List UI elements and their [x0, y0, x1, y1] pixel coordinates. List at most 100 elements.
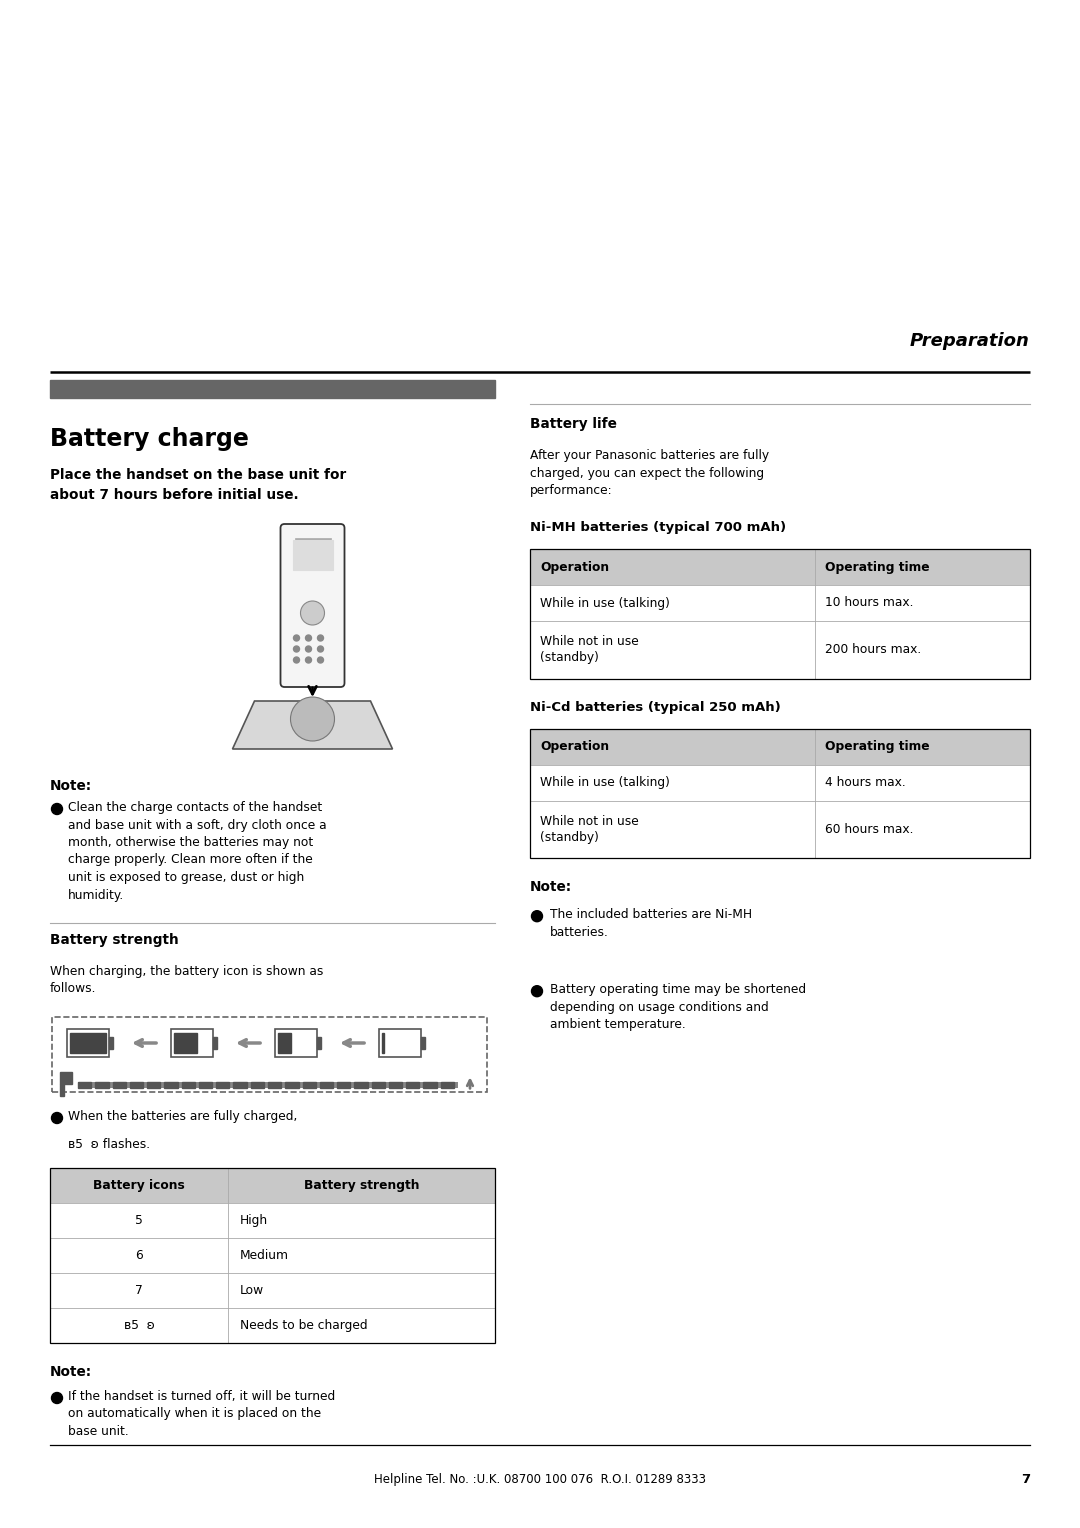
Text: 10 hours max.: 10 hours max. [825, 596, 914, 610]
Text: High: High [240, 1215, 268, 1227]
Bar [302, 1082, 315, 1088]
Bar [382, 1033, 383, 1053]
Text: After your Panasonic batteries are fully
charged, you can expect the following
p: After your Panasonic batteries are fully… [530, 449, 769, 497]
Bar [406, 1082, 419, 1088]
Bar [199, 1082, 212, 1088]
Bar [50, 380, 495, 397]
Text: Helpline Tel. No. :U.K. 08700 100 076  R.O.I. 01289 8333: Helpline Tel. No. :U.K. 08700 100 076 R.… [374, 1473, 706, 1487]
Bar [251, 1082, 264, 1088]
Bar [285, 1082, 298, 1088]
Text: Note:: Note: [530, 880, 572, 894]
Circle shape [318, 646, 324, 652]
FancyBboxPatch shape [281, 524, 345, 688]
Bar [164, 1082, 177, 1088]
Text: Battery operating time may be shortened
depending on usage conditions and
ambien: Battery operating time may be shortened … [550, 983, 806, 1031]
Text: While in use (talking): While in use (talking) [540, 596, 670, 610]
Circle shape [294, 646, 299, 652]
Bar [379, 1028, 421, 1057]
Text: Battery life: Battery life [530, 417, 617, 431]
Bar [372, 1082, 384, 1088]
Circle shape [318, 657, 324, 663]
Text: 5: 5 [135, 1215, 143, 1227]
Text: Note:: Note: [50, 779, 92, 793]
Text: Low: Low [240, 1284, 265, 1297]
Text: 4 hours max.: 4 hours max. [825, 776, 906, 788]
Bar [530, 549, 1030, 585]
Circle shape [318, 636, 324, 642]
Text: Operating time: Operating time [825, 561, 930, 573]
Circle shape [294, 636, 299, 642]
Bar [389, 1082, 402, 1088]
Bar [318, 1038, 321, 1048]
Circle shape [531, 911, 542, 921]
Circle shape [52, 804, 63, 814]
Text: 7: 7 [1021, 1473, 1030, 1487]
Circle shape [531, 986, 542, 996]
Bar [293, 539, 333, 570]
Circle shape [52, 1392, 63, 1404]
Circle shape [300, 601, 324, 625]
Bar [530, 729, 1030, 764]
Bar [95, 1082, 109, 1088]
Circle shape [294, 657, 299, 663]
Text: Battery strength: Battery strength [50, 934, 179, 947]
Circle shape [52, 1112, 63, 1123]
Bar [337, 1082, 350, 1088]
Bar [70, 1033, 106, 1053]
Text: Clean the charge contacts of the handset
and base unit with a soft, dry cloth on: Clean the charge contacts of the handset… [68, 801, 326, 902]
Text: Medium: Medium [240, 1248, 289, 1262]
Text: Ni-MH batteries (typical 700 mAh): Ni-MH batteries (typical 700 mAh) [530, 521, 786, 533]
Text: When the batteries are fully charged,: When the batteries are fully charged, [68, 1109, 297, 1123]
Bar [67, 1028, 109, 1057]
Bar [530, 729, 1030, 859]
Bar [50, 1167, 495, 1203]
Bar [130, 1082, 144, 1088]
Bar [109, 1038, 113, 1048]
Bar [278, 1033, 291, 1053]
Bar [268, 1082, 281, 1088]
Bar [295, 538, 330, 549]
Circle shape [306, 657, 311, 663]
Text: ʙ5  ʚ: ʙ5 ʚ [123, 1319, 154, 1332]
Bar [320, 1082, 333, 1088]
Polygon shape [232, 701, 392, 749]
Bar [423, 1082, 436, 1088]
Text: Operation: Operation [540, 561, 609, 573]
Bar [354, 1082, 367, 1088]
Circle shape [306, 646, 311, 652]
Text: If the handset is turned off, it will be turned
on automatically when it is plac: If the handset is turned off, it will be… [68, 1390, 335, 1438]
FancyBboxPatch shape [52, 1018, 487, 1093]
Text: Place the handset on the base unit for
about 7 hours before initial use.: Place the handset on the base unit for a… [50, 468, 347, 501]
Bar [60, 1073, 72, 1083]
Text: While not in use
(standby): While not in use (standby) [540, 636, 638, 665]
Text: While not in use
(standby): While not in use (standby) [540, 814, 638, 843]
Bar [171, 1028, 213, 1057]
Text: ʙ5  ʚ flashes.: ʙ5 ʚ flashes. [68, 1138, 150, 1151]
Text: Operation: Operation [540, 740, 609, 753]
Bar [441, 1082, 454, 1088]
Text: 60 hours max.: 60 hours max. [825, 824, 914, 836]
Text: Note:: Note: [50, 1365, 92, 1378]
Bar [233, 1082, 246, 1088]
Bar [112, 1082, 126, 1088]
Text: Battery icons: Battery icons [93, 1180, 185, 1192]
Text: Ni-Cd batteries (typical 250 mAh): Ni-Cd batteries (typical 250 mAh) [530, 701, 781, 714]
Circle shape [306, 636, 311, 642]
Bar [78, 1082, 458, 1088]
Text: While in use (talking): While in use (talking) [540, 776, 670, 788]
Bar [213, 1038, 217, 1048]
Text: Battery charge: Battery charge [50, 426, 248, 451]
Bar [530, 549, 1030, 678]
Bar [147, 1082, 160, 1088]
Circle shape [291, 697, 335, 741]
Text: 7: 7 [135, 1284, 143, 1297]
Bar [78, 1082, 92, 1088]
Bar [50, 1167, 495, 1343]
Bar [174, 1033, 198, 1053]
Bar [275, 1028, 318, 1057]
Bar [216, 1082, 229, 1088]
Text: 6: 6 [135, 1248, 143, 1262]
Text: When charging, the battery icon is shown as
follows.: When charging, the battery icon is shown… [50, 966, 323, 995]
Bar [421, 1038, 426, 1048]
Bar [60, 1083, 64, 1096]
